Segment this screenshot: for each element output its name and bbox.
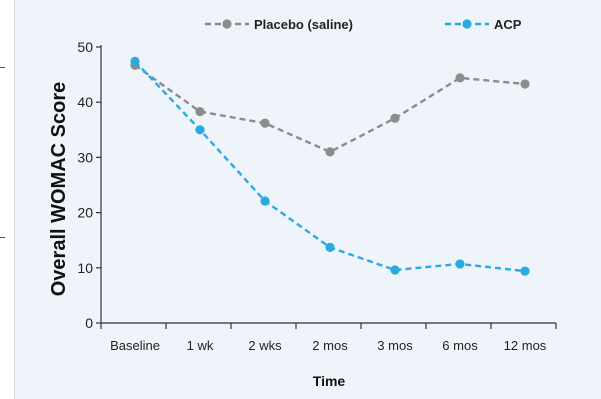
data-point-placebo — [195, 106, 205, 117]
y-tick-label: 50 — [77, 39, 93, 55]
y-tick-label: 0 — [85, 315, 93, 331]
x-tick-label: 3 mos — [377, 338, 413, 353]
data-point-acp — [455, 259, 465, 269]
data-point-placebo — [260, 118, 270, 128]
edge-tick-mark — [0, 67, 5, 68]
series-line-placebo — [134, 64, 526, 154]
x-axis-title: Time — [313, 373, 346, 389]
y-tick-label: 10 — [77, 260, 93, 276]
x-tick-label: 2 mos — [312, 338, 348, 353]
x-tick-label: Baseline — [110, 338, 160, 353]
chart-series — [130, 56, 530, 276]
data-point-acp — [260, 196, 270, 206]
data-point-acp — [390, 265, 400, 275]
legend-swatch-marker — [462, 19, 472, 29]
series-line-acp — [134, 60, 526, 273]
data-point-acp — [520, 266, 530, 276]
y-tick-label: 20 — [77, 205, 93, 221]
legend-label: Placebo (saline) — [254, 17, 353, 32]
data-point-placebo — [325, 147, 335, 157]
data-point-placebo — [455, 73, 465, 83]
x-tick-label: 6 mos — [442, 338, 478, 353]
y-axis-title: Overall WOMAC Score — [48, 82, 70, 297]
data-point-placebo — [390, 113, 400, 123]
legend-swatch-marker — [222, 19, 232, 29]
edge-tick-mark — [0, 237, 5, 238]
chart-panel — [14, 0, 601, 399]
data-point-acp — [325, 242, 335, 252]
x-tick-label: 12 mos — [504, 338, 547, 353]
legend-label: ACP — [494, 17, 522, 32]
data-point-acp — [195, 125, 205, 135]
chart-axes: 0 10 20 30 40 50 Baseline 1 wk 2 wks 2 mos 3 mos 6 … — [77, 39, 557, 353]
x-tick-label: 1 wk — [187, 338, 214, 353]
data-point-acp — [130, 56, 140, 66]
data-point-placebo — [520, 79, 530, 89]
chart-legend: Placebo (saline) ACP — [205, 17, 522, 32]
y-tick-label: 30 — [77, 149, 93, 165]
x-tick-label: 2 wks — [248, 338, 282, 353]
y-tick-label: 40 — [77, 94, 93, 110]
